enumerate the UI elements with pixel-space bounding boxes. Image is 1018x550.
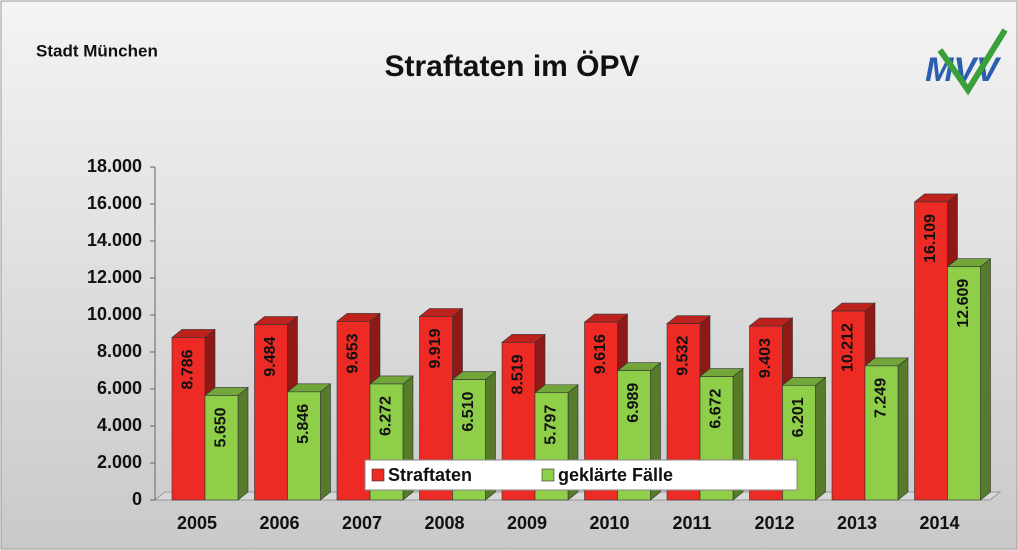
x-tick-label: 2008: [424, 513, 464, 533]
value-label: 12.609: [955, 279, 972, 328]
value-label: 9.532: [675, 336, 692, 376]
x-tick-label: 2006: [259, 513, 299, 533]
logo-check: [937, 28, 1008, 96]
value-label: 6.989: [625, 383, 642, 423]
legend-swatch: [541, 468, 555, 482]
bar: [254, 324, 288, 501]
subtitle: Stadt München: [36, 41, 158, 60]
bar-side: [815, 376, 826, 501]
value-label: 8.519: [510, 354, 527, 394]
value-label: 9.919: [427, 328, 444, 368]
legend-label: geklärte Fälle: [558, 465, 673, 485]
value-label: 5.846: [295, 404, 312, 444]
legend-swatch: [371, 468, 385, 482]
value-label: 8.786: [180, 349, 197, 389]
x-tick-label: 2011: [672, 513, 711, 533]
value-label: 9.484: [262, 336, 279, 376]
chart-title: Straftaten im ÖPV: [384, 50, 639, 83]
x-tick-label: 2014: [919, 513, 959, 533]
value-label: 7.249: [873, 378, 890, 418]
value-label: 16.109: [922, 214, 939, 263]
value-label: 5.650: [213, 407, 230, 447]
bar-side: [897, 357, 909, 501]
value-label: 6.510: [460, 391, 477, 431]
value-label: 5.797: [543, 405, 560, 445]
y-tick-label: 18.000: [87, 156, 142, 176]
legend-label: Straftaten: [388, 465, 472, 485]
value-label: 9.653: [345, 333, 362, 373]
x-tick-label: 2005: [177, 513, 217, 533]
bar-side: [980, 258, 991, 501]
bar: [204, 395, 239, 501]
y-tick-label: 10.000: [87, 304, 142, 324]
y-tick-label: 2.000: [97, 452, 142, 472]
y-tick-label: 12.000: [87, 267, 142, 287]
x-tick-label: 2013: [837, 513, 877, 533]
value-label: 6.201: [790, 397, 807, 437]
x-tick-label: 2010: [589, 513, 629, 533]
legend-box: [364, 459, 798, 491]
y-tick-label: 14.000: [87, 230, 142, 250]
bar: [171, 337, 206, 501]
x-tick-label: 2007: [342, 513, 382, 533]
value-label: 6.672: [708, 388, 725, 428]
x-tick-label: 2009: [507, 513, 547, 533]
bar: [947, 266, 981, 501]
y-tick-label: 16.000: [87, 193, 142, 213]
value-label: 10.212: [840, 323, 857, 372]
value-label: 9.403: [757, 338, 774, 378]
y-tick-label: 8.000: [97, 341, 142, 361]
value-label: 6.272: [378, 396, 395, 436]
y-tick-label: 4.000: [97, 415, 142, 435]
bar: [864, 365, 899, 501]
bar: [287, 391, 321, 501]
value-label: 9.616: [592, 334, 609, 374]
bar-side: [237, 386, 249, 501]
bar-side: [320, 383, 331, 501]
y-tick-label: 0: [132, 489, 142, 509]
x-tick-label: 2012: [754, 513, 794, 533]
bar: [914, 201, 948, 501]
y-tick-label: 6.000: [97, 378, 142, 398]
